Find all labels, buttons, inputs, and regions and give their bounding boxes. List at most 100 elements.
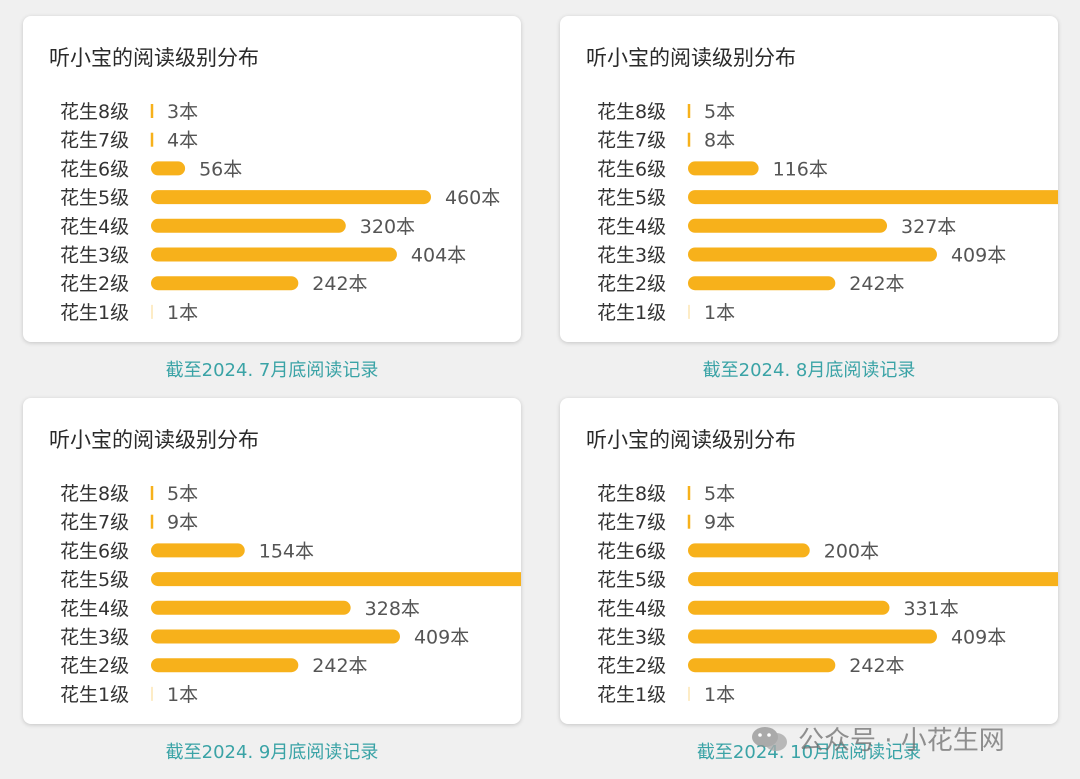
bar-chart: 花生8级5本花生7级8本花生6级116本花生5级633本花生4级327本花生3级… — [597, 101, 1058, 324]
value-label: 242本 — [849, 273, 904, 295]
value-label: 1本 — [704, 684, 735, 706]
bar — [688, 629, 937, 644]
chart-title: 听小宝的阅读级别分布 — [586, 428, 796, 452]
value-label: 327本 — [901, 216, 956, 238]
category-label: 花生3级 — [60, 627, 129, 649]
bar — [688, 218, 888, 233]
value-label: 4本 — [167, 130, 198, 152]
category-label: 花生3级 — [597, 245, 666, 267]
category-label: 花生1级 — [597, 302, 666, 324]
value-label: 200本 — [824, 540, 879, 562]
bar — [151, 247, 397, 262]
value-label: 242本 — [312, 655, 367, 677]
chart-card: 听小宝的阅读级别分布 花生8级5本花生7级9本花生6级154本花生5级718本花… — [23, 398, 521, 724]
chart-card: 听小宝的阅读级别分布 花生8级5本花生7级8本花生6级116本花生5级633本花… — [560, 16, 1058, 342]
bar — [151, 629, 400, 644]
bar-chart: 花生8级5本花生7级9本花生6级154本花生5级718本花生4级328本花生3级… — [60, 483, 521, 706]
category-label: 花生3级 — [60, 245, 129, 267]
category-label: 花生5级 — [597, 187, 666, 209]
wechat-icon — [752, 726, 787, 751]
bar — [688, 161, 759, 176]
value-label: 242本 — [312, 273, 367, 295]
category-label: 花生7级 — [60, 512, 129, 534]
bar-chart: 花生8级5本花生7级9本花生6级200本花生5级811本花生4级331本花生3级… — [597, 483, 1058, 706]
bar — [688, 572, 1058, 587]
value-label: 328本 — [365, 598, 420, 620]
category-label: 花生2级 — [597, 273, 666, 295]
value-label: 1本 — [704, 302, 735, 324]
category-label: 花生2级 — [60, 273, 129, 295]
value-label: 56本 — [199, 158, 242, 180]
category-label: 花生5级 — [60, 187, 129, 209]
category-label: 花生1级 — [60, 302, 129, 324]
bar — [688, 600, 890, 615]
category-label: 花生4级 — [597, 598, 666, 620]
category-label: 花生8级 — [60, 101, 129, 123]
bar — [688, 276, 836, 291]
bar — [151, 572, 521, 587]
value-label: 3本 — [167, 101, 198, 123]
bar — [151, 161, 186, 176]
chart-caption: 截至2024. 8月底阅读记录 — [702, 360, 916, 381]
bar — [151, 190, 431, 205]
value-label: 116本 — [773, 158, 828, 180]
value-label: 5本 — [704, 483, 735, 505]
bar — [151, 218, 346, 233]
value-label: 1本 — [167, 684, 198, 706]
category-label: 花生4级 — [60, 598, 129, 620]
category-label: 花生5级 — [60, 569, 129, 591]
value-label: 9本 — [167, 512, 198, 534]
bar — [688, 658, 836, 673]
category-label: 花生8级 — [597, 101, 666, 123]
value-label: 1本 — [167, 302, 198, 324]
chart-caption: 截至2024. 10月底阅读记录 — [696, 742, 922, 763]
category-label: 花生5级 — [597, 569, 666, 591]
value-label: 5本 — [704, 101, 735, 123]
watermark: 公众号 · 小花生网 — [750, 720, 1005, 757]
value-label: 460本 — [445, 187, 500, 209]
chart-caption: 截至2024. 9月底阅读记录 — [165, 742, 379, 763]
category-label: 花生6级 — [597, 158, 666, 180]
category-label: 花生2级 — [597, 655, 666, 677]
value-label: 331本 — [903, 598, 958, 620]
value-label: 320本 — [360, 216, 415, 238]
value-label: 8本 — [704, 130, 735, 152]
value-label: 409本 — [951, 245, 1006, 267]
bar — [688, 190, 1058, 205]
category-label: 花生8级 — [597, 483, 666, 505]
chart-card: 听小宝的阅读级别分布 花生8级 3本 花生7级 4本 花生6级 56本 花生5级 460本 花生… — [23, 16, 521, 342]
bar — [151, 543, 245, 558]
category-label: 花生7级 — [597, 130, 666, 152]
category-label: 花生7级 — [597, 512, 666, 534]
category-label: 花生7级 — [60, 130, 129, 152]
bar — [151, 600, 351, 615]
category-label: 花生4级 — [597, 216, 666, 238]
value-label: 409本 — [414, 627, 469, 649]
value-label: 154本 — [259, 540, 314, 562]
chart-title: 听小宝的阅读级别分布 — [49, 46, 259, 70]
category-label: 花生1级 — [60, 684, 129, 706]
category-label: 花生2级 — [60, 655, 129, 677]
category-label: 花生8级 — [60, 483, 129, 505]
category-label: 花生3级 — [597, 627, 666, 649]
watermark-text: 公众号 · 小花生网 — [798, 726, 1005, 756]
bar — [151, 658, 299, 673]
value-label: 5本 — [167, 483, 198, 505]
chart-title: 听小宝的阅读级别分布 — [49, 428, 259, 452]
chart-caption: 截至2024. 7月底阅读记录 — [165, 360, 379, 381]
category-label: 花生6级 — [60, 158, 129, 180]
bar — [688, 543, 810, 558]
chart-card: 听小宝的阅读级别分布 花生8级5本花生7级9本花生6级200本花生5级811本花… — [560, 398, 1058, 724]
category-label: 花生1级 — [597, 684, 666, 706]
value-label: 9本 — [704, 512, 735, 534]
bar — [688, 247, 937, 262]
value-label: 242本 — [849, 655, 904, 677]
bar — [151, 276, 299, 291]
chart-title: 听小宝的阅读级别分布 — [586, 46, 796, 70]
value-label: 409本 — [951, 627, 1006, 649]
value-label: 404本 — [411, 245, 466, 267]
category-label: 花生6级 — [60, 540, 129, 562]
category-label: 花生6级 — [597, 540, 666, 562]
category-label: 花生4级 — [60, 216, 129, 238]
